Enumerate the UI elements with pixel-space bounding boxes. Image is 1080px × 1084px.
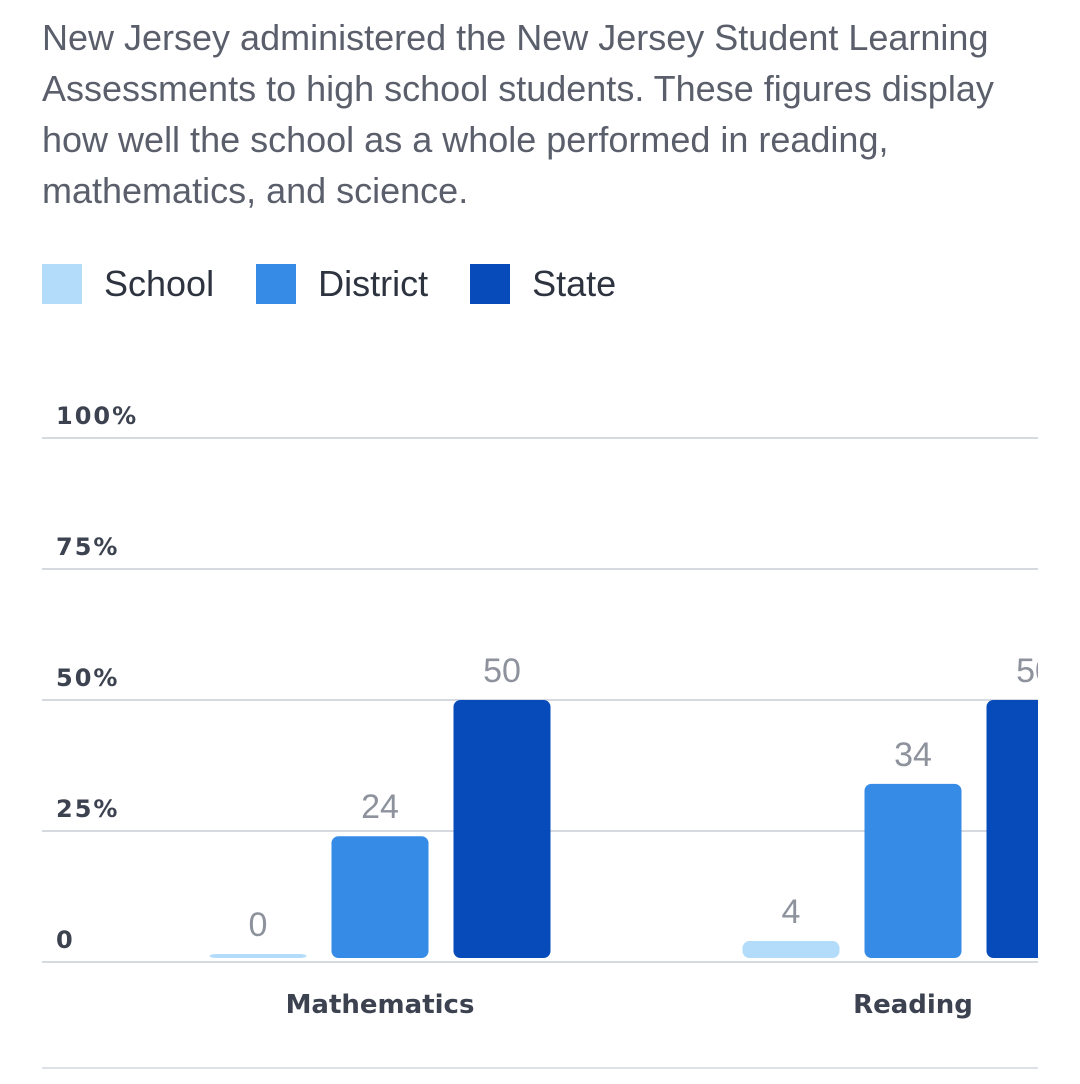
data-label-reading-district: 34 bbox=[894, 736, 932, 774]
legend-item-district: District bbox=[256, 263, 428, 305]
bar-mathematics-state bbox=[453, 700, 551, 958]
y-tick-label: 25% bbox=[56, 795, 119, 823]
bar-reading-state bbox=[986, 700, 1038, 958]
legend-item-state: State bbox=[470, 263, 616, 305]
category-label-reading: Reading bbox=[853, 990, 973, 1020]
bar-mathematics-school bbox=[209, 954, 307, 958]
y-tick-label: 0 bbox=[56, 926, 75, 954]
chart-legend: School District State bbox=[42, 262, 658, 306]
bars-group: 0 24 50 4 34 50 bbox=[209, 652, 1054, 958]
y-tick-label: 75% bbox=[56, 533, 119, 561]
bar-mathematics-district bbox=[331, 836, 429, 958]
y-tick-label: 100% bbox=[56, 402, 138, 430]
data-label-mathematics-state: 50 bbox=[483, 652, 521, 690]
data-label-mathematics-school: 0 bbox=[249, 906, 268, 944]
bar-reading-school bbox=[742, 941, 840, 958]
y-tick-label: 50% bbox=[56, 664, 119, 692]
intro-paragraph: New Jersey administered the New Jersey S… bbox=[42, 17, 994, 211]
data-label-reading-school: 4 bbox=[782, 893, 801, 931]
bar-reading-district bbox=[864, 783, 962, 958]
category-label-mathematics: Mathematics bbox=[286, 990, 475, 1020]
legend-swatch-school bbox=[42, 264, 82, 304]
legend-item-school: School bbox=[42, 263, 214, 305]
legend-swatch-state bbox=[470, 264, 511, 304]
data-label-reading-state: 50 bbox=[1016, 652, 1054, 690]
data-label-mathematics-district: 24 bbox=[361, 788, 399, 826]
legend-label-district: District bbox=[318, 263, 429, 304]
legend-swatch-district bbox=[256, 264, 297, 304]
legend-label-state: State bbox=[532, 263, 617, 304]
legend-label-school: School bbox=[104, 263, 215, 304]
